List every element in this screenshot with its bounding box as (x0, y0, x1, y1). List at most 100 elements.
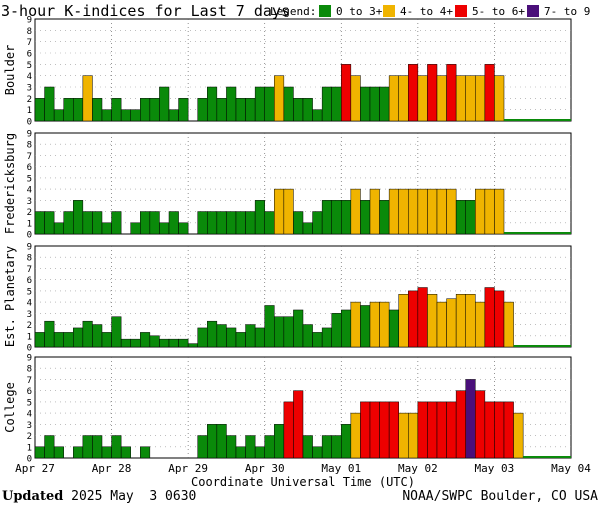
bar-est-planetary (111, 316, 122, 348)
bar-fredericksburg (293, 211, 304, 235)
bar-boulder (331, 86, 342, 122)
bar-college (321, 435, 332, 459)
legend-label-2: 4- to 4+ (400, 5, 453, 18)
bar-fredericksburg (283, 188, 294, 235)
bar-college (350, 412, 361, 459)
y-tick-label: 1 (27, 332, 32, 342)
bar-est-planetary (73, 327, 84, 348)
bar-boulder (475, 75, 486, 122)
bar-boulder (149, 98, 160, 122)
bar-college (274, 424, 285, 459)
bar-boulder (455, 75, 466, 122)
bar-college (484, 401, 495, 459)
y-tick-label: 5 (27, 61, 32, 71)
y-tick-label: 7 (27, 376, 32, 386)
y-tick-label: 4 (27, 299, 32, 309)
bar-fredericksburg (369, 188, 380, 235)
bar-fredericksburg (216, 211, 227, 235)
bar-fredericksburg (178, 222, 189, 235)
bar-college (82, 435, 93, 459)
bar-est-planetary (140, 332, 151, 348)
bar-college (398, 412, 409, 459)
bar-fredericksburg (360, 200, 371, 235)
y-tick-label: 1 (27, 219, 32, 229)
bar-fredericksburg (417, 188, 428, 235)
bar-fredericksburg (207, 211, 218, 235)
bar-fredericksburg (274, 188, 285, 235)
bar-boulder (293, 98, 304, 122)
bar-boulder (274, 75, 285, 122)
station-label-college: College (3, 382, 17, 433)
y-tick-label: 4 (27, 410, 32, 420)
bar-fredericksburg (494, 188, 505, 235)
bar-fredericksburg (245, 211, 256, 235)
bar-boulder (34, 98, 45, 122)
bar-boulder (53, 109, 64, 122)
bar-boulder (178, 98, 189, 122)
bar-boulder (350, 75, 361, 122)
bar-college (446, 401, 457, 459)
bar-est-planetary (159, 338, 170, 348)
bar-est-planetary (44, 320, 55, 348)
x-tick-label: May 02 (398, 462, 438, 475)
updated-label: Updated (2, 489, 64, 504)
bar-fredericksburg (475, 188, 486, 235)
y-tick-label: 4 (27, 186, 32, 196)
bar-est-planetary (427, 294, 438, 348)
y-tick-label: 8 (27, 365, 32, 375)
y-tick-label: 3 (27, 197, 32, 207)
bar-est-planetary (360, 305, 371, 348)
bar-est-planetary (53, 332, 64, 348)
bar-fredericksburg (111, 211, 122, 235)
bar-fredericksburg (341, 200, 352, 235)
y-tick-label: 9 (27, 130, 32, 140)
bar-boulder (360, 86, 371, 122)
legend-label-1: 0 to 3+ (336, 5, 383, 18)
y-tick-label: 9 (27, 354, 32, 364)
bar-college (53, 446, 64, 459)
bar-est-planetary (63, 332, 74, 348)
bar-fredericksburg (53, 222, 64, 235)
bar-college (379, 401, 390, 459)
bar-fredericksburg (92, 211, 103, 235)
bar-boulder (120, 109, 131, 122)
bar-college (331, 435, 342, 459)
chart-title: 3-hour K-indices for Last 7 days (1, 2, 290, 20)
bar-est-planetary (34, 332, 45, 348)
bar-fredericksburg (149, 211, 160, 235)
bar-college (73, 446, 84, 459)
bar-fredericksburg (235, 211, 246, 235)
bar-est-planetary (274, 316, 285, 348)
bar-est-planetary (341, 309, 352, 348)
bar-boulder (341, 64, 352, 122)
bar-est-planetary (302, 324, 313, 348)
y-tick-label: 9 (27, 16, 32, 26)
y-tick-label: 2 (27, 95, 32, 105)
bar-college (475, 390, 486, 459)
bar-boulder (245, 98, 256, 122)
y-tick-label: 0 (27, 455, 32, 465)
y-tick-label: 0 (27, 118, 32, 128)
bar-est-planetary (82, 320, 93, 348)
bar-boulder (130, 109, 141, 122)
bar-boulder (436, 75, 447, 122)
y-tick-label: 6 (27, 163, 32, 173)
bar-college (226, 435, 237, 459)
y-tick-label: 6 (27, 50, 32, 60)
bar-fredericksburg (34, 211, 45, 235)
y-tick-label: 2 (27, 208, 32, 218)
bar-fredericksburg (484, 188, 495, 235)
legend-label-3: 5- to 6+ (472, 5, 525, 18)
bar-est-planetary (216, 324, 227, 348)
updated-timestamp: 2025 May 3 0630 (63, 489, 197, 504)
bar-college (34, 446, 45, 459)
bar-boulder (484, 64, 495, 122)
bar-fredericksburg (388, 188, 399, 235)
bar-est-planetary (130, 338, 141, 348)
bar-est-planetary (494, 290, 505, 348)
y-tick-label: 6 (27, 276, 32, 286)
bar-fredericksburg (350, 188, 361, 235)
bar-boulder (302, 98, 313, 122)
y-tick-label: 8 (27, 254, 32, 264)
